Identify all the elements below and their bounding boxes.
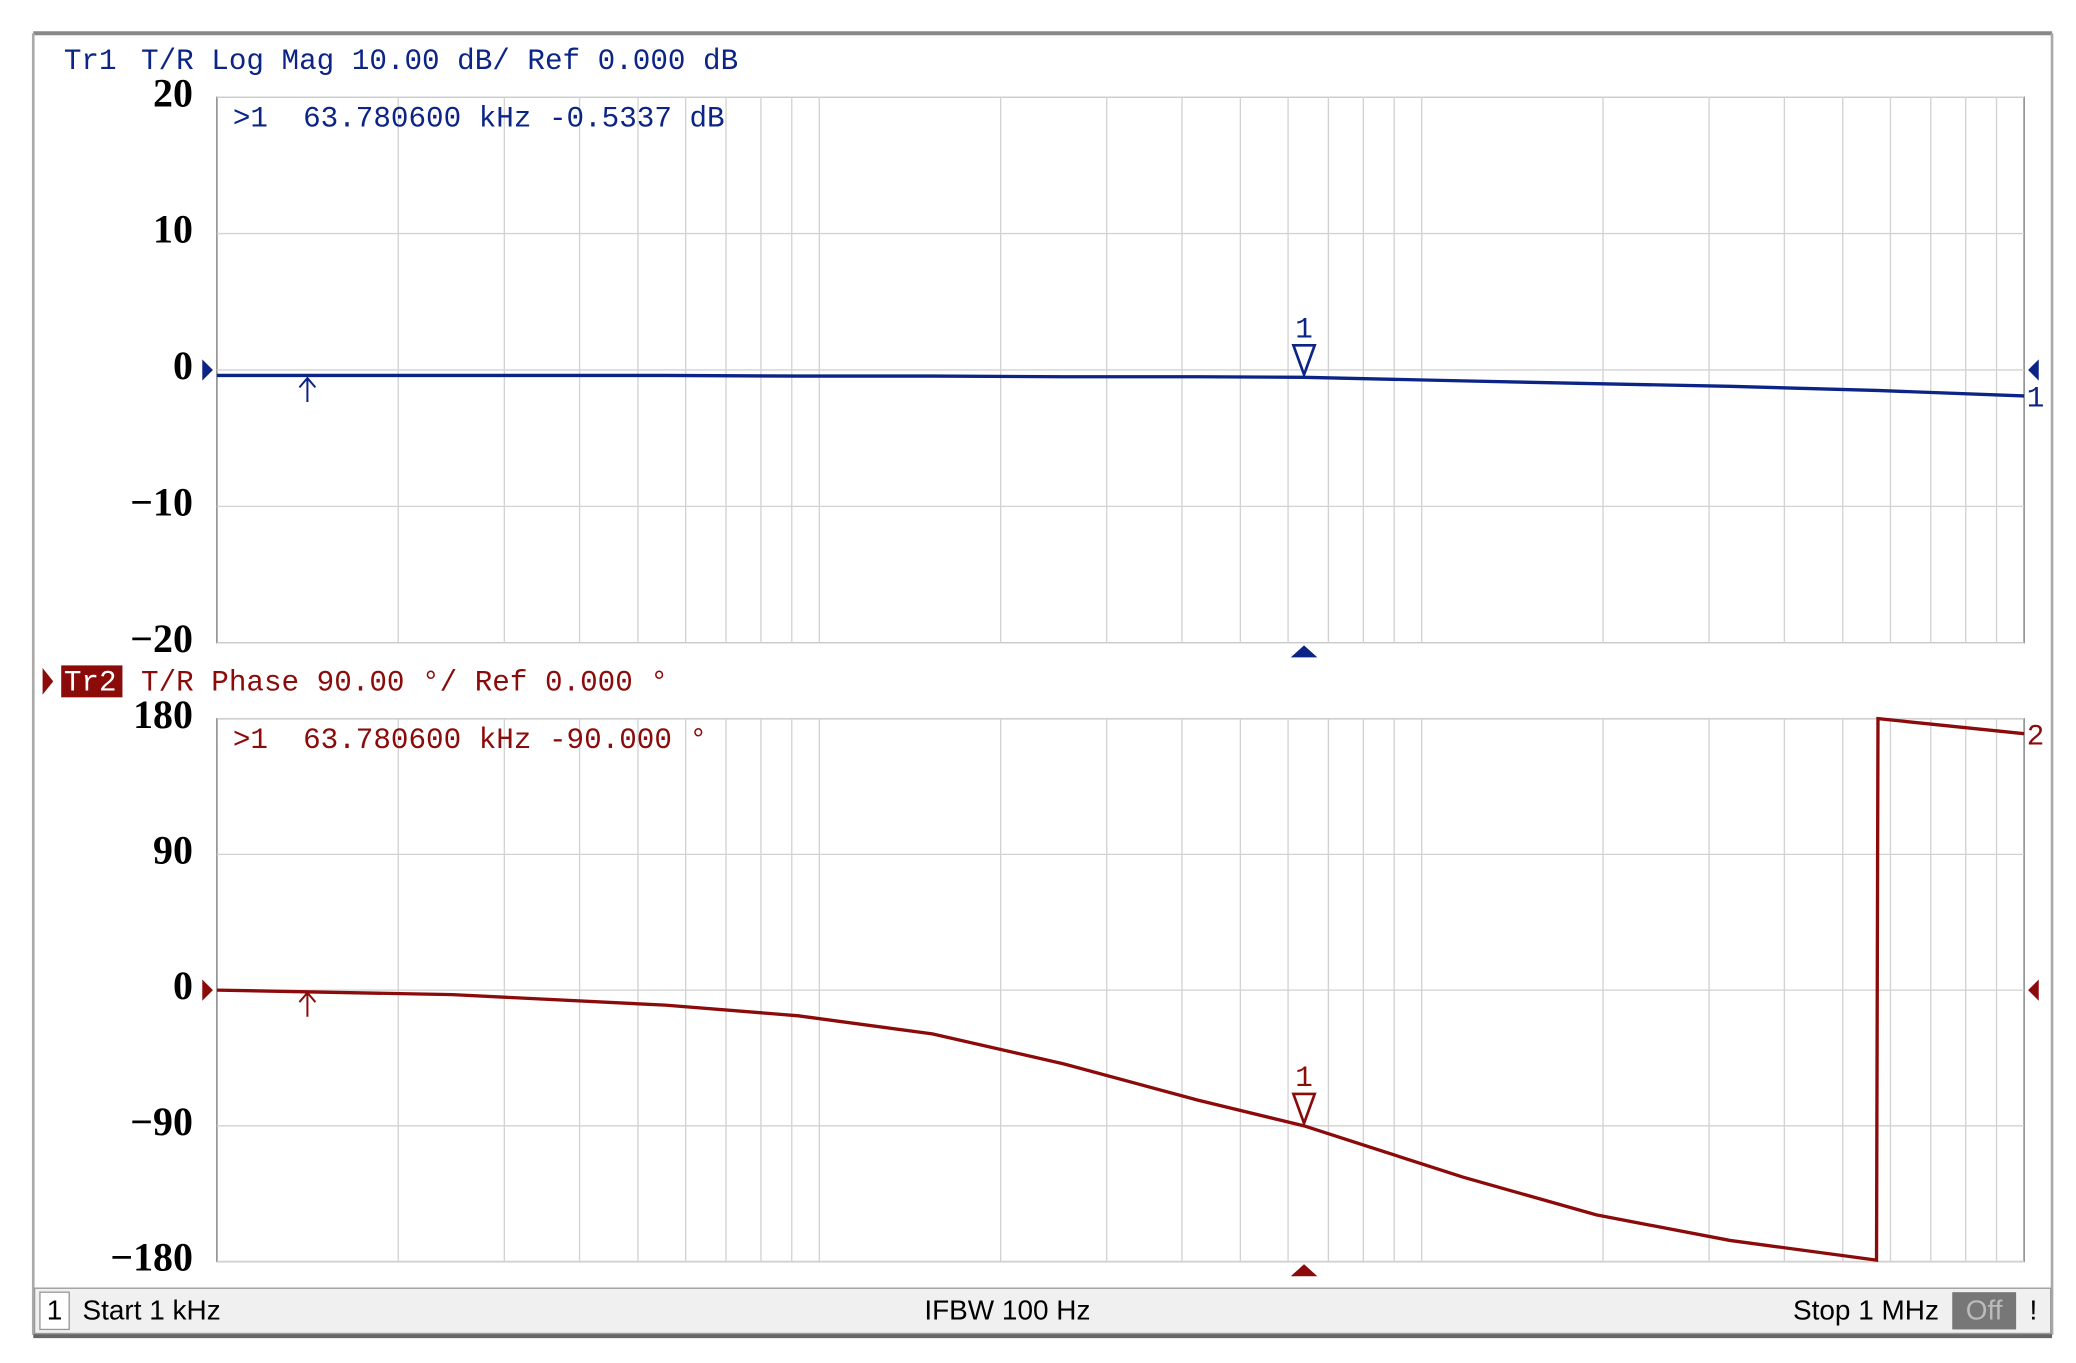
alert: ! bbox=[2030, 1295, 2038, 1326]
status-bar bbox=[33, 1287, 2052, 1335]
trace-id-box bbox=[61, 665, 123, 698]
marker-label: 1 bbox=[1295, 1062, 1313, 1095]
trace-end-label: 2 bbox=[2027, 720, 2045, 753]
stimulus-arrow bbox=[298, 991, 317, 1017]
start: Start 1 kHz bbox=[83, 1295, 221, 1326]
active-indicator bbox=[42, 668, 54, 695]
marker-readout: >1 63.780600 kHz -90.000 ° bbox=[233, 724, 707, 757]
marker-stimulus bbox=[1290, 1264, 1318, 1277]
y-tick-label: −90 bbox=[130, 1099, 193, 1144]
marker bbox=[1291, 1092, 1317, 1128]
marker-readout: >1 63.780600 kHz -0.5337 dB bbox=[233, 102, 725, 135]
trace-title: T/R Phase 90.00 °/ Ref 0.000 ° bbox=[141, 667, 668, 700]
reference-left bbox=[202, 979, 213, 1001]
trace-title: T/R Log Mag 10.00 dB/ Ref 0.000 dB bbox=[141, 45, 738, 78]
y-tick-label: 90 bbox=[153, 828, 193, 873]
marker-label: 1 bbox=[1295, 313, 1313, 346]
marker-stimulus bbox=[1290, 645, 1318, 658]
trace bbox=[216, 373, 2025, 398]
state: Off bbox=[1966, 1295, 2003, 1326]
y-tick-label: −180 bbox=[110, 1235, 193, 1280]
trace-end-label: 1 bbox=[2027, 383, 2045, 416]
trace-id: Tr1 bbox=[64, 45, 117, 78]
y-tick-label: −10 bbox=[130, 480, 193, 525]
y-tick-label: −20 bbox=[130, 616, 193, 661]
channel: 1 bbox=[47, 1295, 63, 1326]
stimulus-arrow bbox=[298, 376, 317, 403]
y-tick-label: 10 bbox=[153, 207, 193, 252]
stop: Stop 1 MHz bbox=[1793, 1295, 1939, 1326]
y-tick-label: 180 bbox=[133, 692, 193, 737]
state-box bbox=[1952, 1292, 2017, 1330]
ifbw: IFBW 100 Hz bbox=[924, 1295, 1090, 1326]
y-tick-label: 20 bbox=[153, 70, 193, 115]
trace-id: Tr2 bbox=[64, 667, 117, 700]
y-tick-label: 0 bbox=[173, 343, 193, 388]
channel-box bbox=[39, 1291, 70, 1331]
reference-right bbox=[2028, 359, 2039, 381]
reference-left bbox=[202, 359, 213, 381]
marker bbox=[1291, 343, 1317, 379]
trace bbox=[216, 716, 2025, 1263]
reference-right bbox=[2028, 979, 2039, 1001]
y-tick-label: 0 bbox=[173, 963, 193, 1008]
